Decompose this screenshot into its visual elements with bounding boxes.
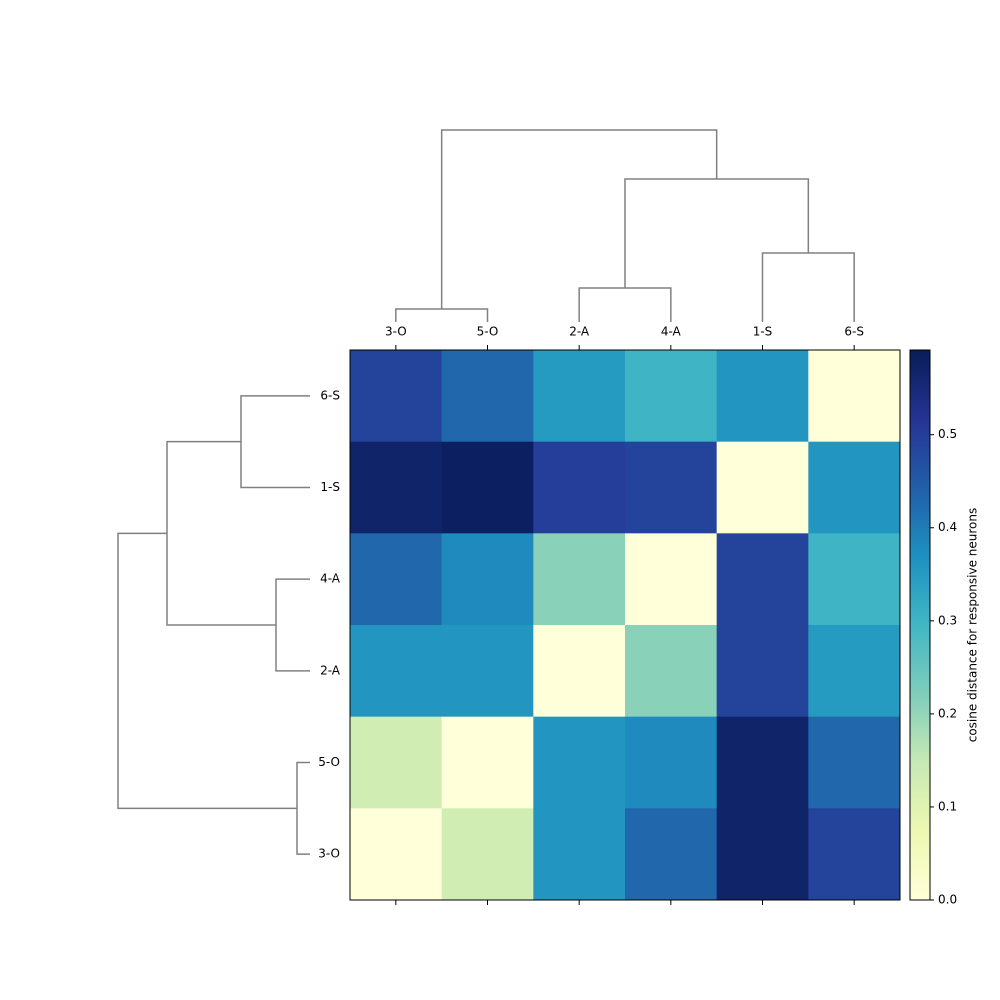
x-tick-label: 6-S bbox=[844, 325, 864, 339]
heatmap-cell bbox=[808, 716, 901, 809]
x-tick-label: 4-A bbox=[661, 325, 682, 339]
heatmap-cell bbox=[716, 716, 809, 809]
heatmap-cell bbox=[533, 441, 626, 534]
dendrogram-link bbox=[395, 308, 489, 322]
heatmap-cell bbox=[350, 716, 443, 809]
dendrogram-link bbox=[761, 252, 855, 322]
heatmap-cell bbox=[808, 350, 901, 443]
colorbar-tick-label: 0.3 bbox=[938, 613, 957, 627]
heatmap-cell bbox=[625, 808, 718, 901]
colorbar-tick-label: 0.2 bbox=[938, 706, 957, 720]
heatmap-cell bbox=[533, 625, 626, 718]
heatmap-cell bbox=[808, 441, 901, 534]
heatmap-cell bbox=[808, 808, 901, 901]
heatmap-cell bbox=[441, 625, 534, 718]
heatmap-cell bbox=[625, 716, 718, 809]
heatmap-cell bbox=[625, 350, 718, 443]
dendrogram-link bbox=[240, 395, 310, 489]
heatmap-cell bbox=[441, 808, 534, 901]
heatmap-cell bbox=[625, 441, 718, 534]
heatmap-cell bbox=[441, 350, 534, 443]
heatmap-cell bbox=[716, 441, 809, 534]
heatmap-cell bbox=[625, 533, 718, 626]
heatmap-cell bbox=[441, 716, 534, 809]
x-tick-label: 3-O bbox=[385, 325, 407, 339]
y-tick-label: 3-O bbox=[318, 847, 340, 861]
heatmap-cell bbox=[350, 808, 443, 901]
dendrogram-link bbox=[296, 761, 310, 855]
y-tick-label: 4-A bbox=[320, 572, 341, 586]
heatmap-cell bbox=[533, 350, 626, 443]
colorbar-label: cosine distance for responsive neurons bbox=[966, 508, 980, 743]
dendrogram-link bbox=[578, 287, 672, 322]
x-tick-label: 2-A bbox=[569, 325, 590, 339]
heatmap-cell bbox=[350, 533, 443, 626]
y-tick-label: 5-O bbox=[318, 755, 340, 769]
colorbar-tick-label: 0.0 bbox=[938, 893, 957, 907]
y-tick-label: 1-S bbox=[320, 480, 340, 494]
heatmap-cell bbox=[808, 533, 901, 626]
x-tick-label: 5-O bbox=[477, 325, 499, 339]
y-tick-label: 6-S bbox=[320, 388, 340, 402]
heatmap-cell bbox=[533, 533, 626, 626]
heatmap-cell bbox=[350, 625, 443, 718]
colorbar-tick-label: 0.4 bbox=[938, 520, 957, 534]
dendrogram-link bbox=[275, 578, 310, 672]
heatmap-cell bbox=[533, 808, 626, 901]
y-tick-label: 2-A bbox=[320, 663, 341, 677]
x-tick-label: 1-S bbox=[753, 325, 773, 339]
heatmap-cell bbox=[716, 350, 809, 443]
dendrogram-link bbox=[624, 178, 810, 288]
colorbar-tick-label: 0.1 bbox=[938, 799, 957, 813]
heatmap-cell bbox=[716, 533, 809, 626]
colorbar-tick-label: 0.5 bbox=[938, 427, 957, 441]
heatmap-cell bbox=[441, 533, 534, 626]
colorbar bbox=[909, 349, 931, 901]
dendrogram-link bbox=[440, 129, 718, 309]
heatmap-cell bbox=[716, 808, 809, 901]
heatmap-cell bbox=[350, 350, 443, 443]
heatmap-cell bbox=[350, 441, 443, 534]
heatmap-cell bbox=[625, 625, 718, 718]
heatmap-cell bbox=[441, 441, 534, 534]
dendrogram-link bbox=[117, 532, 297, 810]
heatmap-cell bbox=[808, 625, 901, 718]
heatmap-cell bbox=[533, 716, 626, 809]
dendrogram-link bbox=[166, 440, 276, 626]
heatmap-frame bbox=[349, 349, 901, 901]
heatmap-cell bbox=[716, 625, 809, 718]
